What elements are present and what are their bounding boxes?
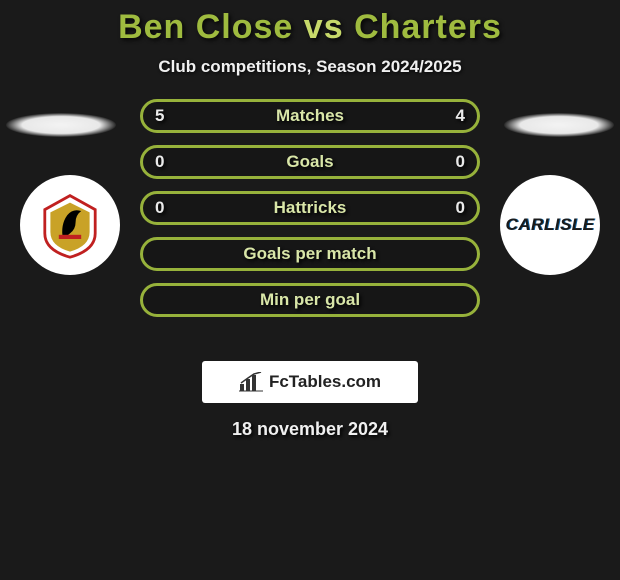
stat-row: 0Goals0	[140, 145, 480, 179]
stat-row: Goals per match	[140, 237, 480, 271]
stat-row: Min per goal	[140, 283, 480, 317]
carlisle-wordmark: CARLISLE	[506, 215, 595, 235]
comparison-stage: CARLISLE 5Matches40Goals00Hattricks0Goal…	[0, 99, 620, 349]
branding-box: FcTables.com	[202, 361, 418, 403]
club-b-badge: CARLISLE	[500, 175, 600, 275]
bar-chart-icon	[239, 372, 263, 392]
stat-row: 5Matches4	[140, 99, 480, 133]
date-text: 18 november 2024	[0, 419, 620, 440]
stat-label: Matches	[175, 106, 445, 126]
stat-label: Goals per match	[175, 244, 445, 264]
vs-text: vs	[304, 8, 344, 46]
player-a-shadow	[6, 113, 116, 137]
player-a-name: Ben Close	[118, 8, 293, 46]
stat-value-b: 0	[445, 152, 465, 172]
subtitle: Club competitions, Season 2024/2025	[0, 57, 620, 77]
stat-value-b: 4	[445, 106, 465, 126]
comparison-title: Ben Close vs Charters	[0, 0, 620, 47]
stat-label: Min per goal	[175, 290, 445, 310]
stat-label: Goals	[175, 152, 445, 172]
player-b-name: Charters	[354, 8, 502, 46]
stat-value-a: 0	[155, 198, 175, 218]
branding-text: FcTables.com	[269, 372, 381, 392]
stat-value-a: 5	[155, 106, 175, 126]
stat-value-b: 0	[445, 198, 465, 218]
player-b-shadow	[504, 113, 614, 137]
stat-row: 0Hattricks0	[140, 191, 480, 225]
stat-label: Hattricks	[175, 198, 445, 218]
club-a-badge	[20, 175, 120, 275]
stat-value-a: 0	[155, 152, 175, 172]
doncaster-crest-icon	[35, 190, 105, 260]
stat-rows: 5Matches40Goals00Hattricks0Goals per mat…	[140, 99, 480, 329]
